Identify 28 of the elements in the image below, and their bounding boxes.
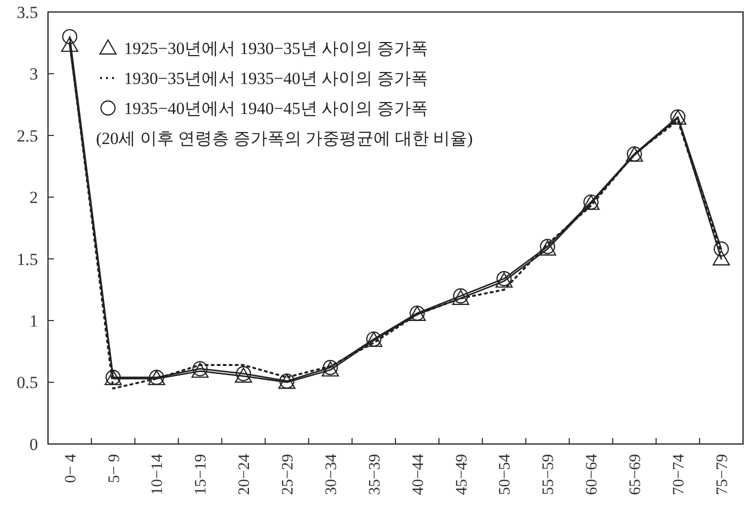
x-tick-label: 70−74 [670,454,688,496]
y-tick-label: 2 [30,188,38,208]
y-tick-label: 0 [30,434,38,454]
x-tick-label: 50−54 [496,454,514,496]
legend-label: 1930−35년에서 1935−40년 사이의 증가폭 [124,68,428,88]
x-tick-label: 5− 9 [106,454,123,484]
legend-label: 1925−30년에서 1930−35년 사이의 증가폭 [124,38,428,58]
x-tick-label: 10−14 [149,454,166,496]
x-tick-label: 30−34 [322,454,340,496]
y-tick-label: 3.5 [16,2,38,22]
x-tick-label: 55−59 [540,454,558,496]
x-tick-label: 45−49 [453,454,470,496]
y-tick-label: 1.5 [16,250,38,269]
y-tick-label: 2.5 [16,126,38,146]
x-tick-label: 25−29 [280,454,297,496]
x-tick-label: 60−64 [584,454,601,496]
x-tick-label: 15−19 [192,454,210,496]
x-tick-label: 40−44 [410,454,427,496]
x-tick-label: 0− 4 [62,454,80,484]
x-tick-label: 35−39 [366,454,384,496]
x-tick-label: 65−69 [627,454,644,496]
annotation: (20세 이후 연령층 증가폭의 가중평균에 대한 비율) [96,128,473,148]
y-tick-label: 0.5 [16,373,38,392]
x-tick-label: 20−24 [236,454,254,496]
legend-label: 1935−40년에서 1940−45년 사이의 증가폭 [124,98,428,118]
x-tick-label: 75−79 [714,454,731,496]
y-tick-label: 1 [30,312,38,331]
y-tick-label: 3 [30,64,38,84]
